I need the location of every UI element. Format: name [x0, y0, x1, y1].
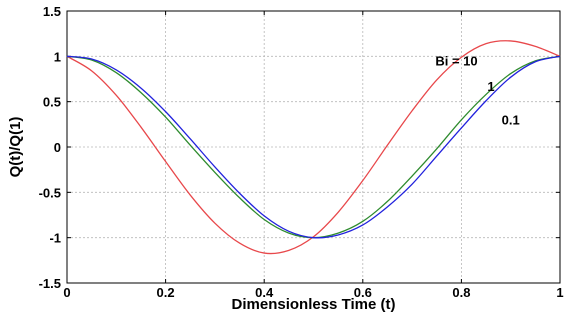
y-axis-label: Q(t)/Q(1)	[7, 117, 24, 178]
x-tick-label: 0.2	[157, 285, 175, 300]
x-axis-label: Dimensionless Time (t)	[232, 296, 396, 313]
annotation-label: 1	[487, 79, 494, 94]
x-tick-label: 0.4	[255, 285, 274, 300]
x-tick-label: 1	[556, 285, 563, 300]
annotations: Bi = 10 1 0.1	[435, 53, 519, 127]
y-tick-label: 1.5	[43, 4, 61, 19]
series-line-0	[66, 40, 561, 255]
series-lines	[66, 40, 561, 255]
y-tick-label: -1.5	[39, 276, 61, 291]
x-tick-label: 0.8	[452, 285, 470, 300]
x-tick-label: 0.6	[354, 285, 372, 300]
y-tick-label: 0	[54, 140, 61, 155]
y-tick-label: -1	[49, 231, 61, 246]
y-tick-label: 1	[54, 49, 61, 64]
x-tick-label: 0	[63, 285, 70, 300]
y-tick-label: 0.5	[43, 95, 61, 110]
y-tick-label: -0.5	[39, 185, 61, 200]
series-line-2	[66, 55, 561, 239]
x-axis-ticks: 0 0.2 0.4 0.6 0.8 1	[63, 11, 564, 300]
y-axis-ticks: 1.5 1 0.5 0 -0.5 -1 -1.5	[39, 4, 560, 291]
annotation-label: 0.1	[502, 112, 520, 127]
annotation-label: Bi = 10	[435, 53, 477, 68]
grid-lines	[67, 11, 560, 283]
